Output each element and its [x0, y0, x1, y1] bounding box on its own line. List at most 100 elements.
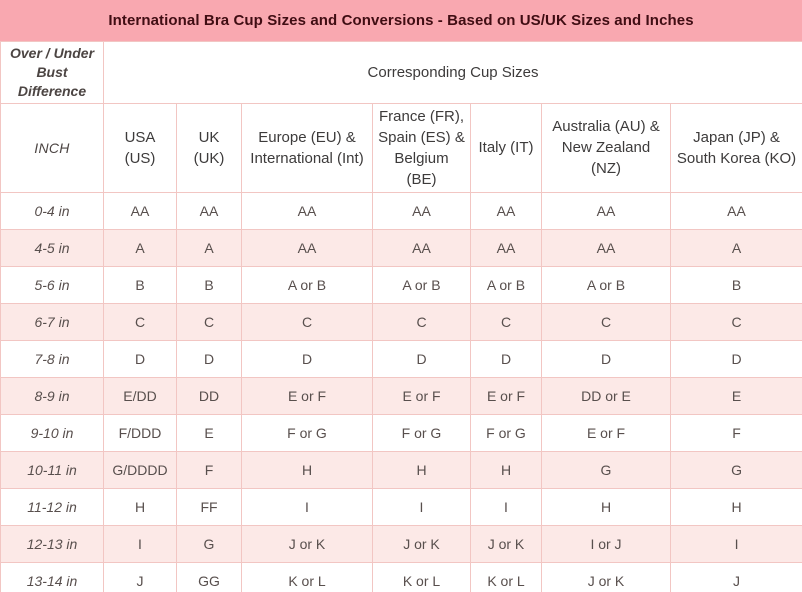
- table-cell: AA: [103, 191, 177, 230]
- column-header-3: Europe (EU) & International (Int): [241, 102, 373, 193]
- table-cell: E or F: [541, 413, 671, 452]
- table-cell: FF: [176, 487, 242, 526]
- table-cell: A or B: [241, 265, 373, 304]
- table-row: 11-12 in H FF I I I H H: [0, 487, 802, 526]
- table-cell: H: [372, 450, 471, 489]
- table-cell: C: [470, 302, 542, 341]
- page-title: International Bra Cup Sizes and Conversi…: [108, 12, 694, 29]
- table-cell: E or F: [372, 376, 471, 415]
- column-header-5: Italy (IT): [470, 102, 542, 193]
- table-cell: I: [470, 487, 542, 526]
- table-cell: E or F: [241, 376, 373, 415]
- row-label: 12-13 in: [0, 524, 104, 563]
- table-cell: AA: [372, 228, 471, 267]
- table-cell: AA: [241, 228, 373, 267]
- corner-header: Over / Under Bust Difference: [0, 41, 104, 104]
- table-cell: DD or E: [541, 376, 671, 415]
- table-cell: D: [541, 339, 671, 378]
- table-cell: I: [669, 524, 802, 563]
- table-cell: AA: [541, 191, 671, 230]
- table-cell: AA: [241, 191, 373, 230]
- table-cell: AA: [176, 191, 242, 230]
- table-cell: D: [372, 339, 471, 378]
- table-cell: GG: [176, 561, 242, 592]
- table-cell: A or B: [541, 265, 671, 304]
- column-header-6: Australia (AU) & New Zealand (NZ): [541, 102, 671, 193]
- column-header-4: France (FR), Spain (ES) & Belgium (BE): [372, 102, 471, 193]
- table-cell: A: [176, 228, 242, 267]
- table-cell: AA: [541, 228, 671, 267]
- table-row: 10-11 in G/DDDD F H H H G G: [0, 450, 802, 489]
- table-cell: A or B: [470, 265, 542, 304]
- table-cell: AA: [470, 228, 542, 267]
- table-cell: AA: [470, 191, 542, 230]
- column-header-row: INCH USA (US) UK (UK) Europe (EU) & Intern…: [0, 102, 802, 193]
- table-cell: F or G: [470, 413, 542, 452]
- table-cell: F or G: [241, 413, 373, 452]
- table-row: 0-4 in AA AA AA AA AA AA AA: [0, 191, 802, 230]
- table-cell: F or G: [372, 413, 471, 452]
- table-cell: D: [241, 339, 373, 378]
- table-cell: C: [372, 302, 471, 341]
- bra-size-conversion-table: Over / Under Bust Difference Correspondi…: [0, 41, 802, 592]
- table-cell: H: [541, 487, 671, 526]
- table-cell: B: [176, 265, 242, 304]
- table-cell: J: [669, 561, 802, 592]
- table-cell: I: [241, 487, 373, 526]
- table-row: 7-8 in D D D D D D D: [0, 339, 802, 378]
- title-bar: International Bra Cup Sizes and Conversi…: [0, 0, 802, 41]
- row-label: 6-7 in: [0, 302, 104, 341]
- group-header: Corresponding Cup Sizes: [102, 41, 802, 104]
- table-cell: I or J: [541, 524, 671, 563]
- table-cell: B: [669, 265, 802, 304]
- table-body: 0-4 in AA AA AA AA AA AA AA 4-5 in A A AA AA AA AA A 5-6…: [0, 191, 802, 592]
- table-cell: H: [241, 450, 373, 489]
- column-header-1: USA (US): [103, 102, 177, 193]
- table-row: 6-7 in C C C C C C C: [0, 302, 802, 341]
- table-cell: H: [103, 487, 177, 526]
- table-cell: D: [176, 339, 242, 378]
- table-cell: J or K: [470, 524, 542, 563]
- row-label: 8-9 in: [0, 376, 104, 415]
- table-cell: H: [669, 487, 802, 526]
- row-label: 10-11 in: [0, 450, 104, 489]
- table-cell: A: [669, 228, 802, 267]
- table-cell: AA: [372, 191, 471, 230]
- table-cell: D: [103, 339, 177, 378]
- row-label: 11-12 in: [0, 487, 104, 526]
- table-cell: E: [176, 413, 242, 452]
- table-row: 4-5 in A A AA AA AA AA A: [0, 228, 802, 267]
- unit-header: INCH: [0, 102, 104, 193]
- table-cell: D: [470, 339, 542, 378]
- table-cell: G: [669, 450, 802, 489]
- table-cell: DD: [176, 376, 242, 415]
- table-cell: E: [669, 376, 802, 415]
- table-cell: C: [176, 302, 242, 341]
- table-cell: J or K: [541, 561, 671, 592]
- table-cell: E or F: [470, 376, 542, 415]
- row-label: 4-5 in: [0, 228, 104, 267]
- group-header-row: Over / Under Bust Difference Correspondi…: [0, 41, 802, 104]
- table-cell: J or K: [241, 524, 373, 563]
- table-cell: E/DD: [103, 376, 177, 415]
- table-cell: F: [176, 450, 242, 489]
- table-cell: C: [541, 302, 671, 341]
- table-cell: G: [176, 524, 242, 563]
- row-label: 0-4 in: [0, 191, 104, 230]
- table-cell: J or K: [372, 524, 471, 563]
- row-label: 5-6 in: [0, 265, 104, 304]
- table-cell: G/DDDD: [103, 450, 177, 489]
- table-cell: F: [669, 413, 802, 452]
- row-label: 7-8 in: [0, 339, 104, 378]
- column-header-7: Japan (JP) & South Korea (KO): [669, 102, 802, 193]
- table-cell: B: [103, 265, 177, 304]
- table-cell: I: [372, 487, 471, 526]
- table-cell: G: [541, 450, 671, 489]
- table-cell: K or L: [372, 561, 471, 592]
